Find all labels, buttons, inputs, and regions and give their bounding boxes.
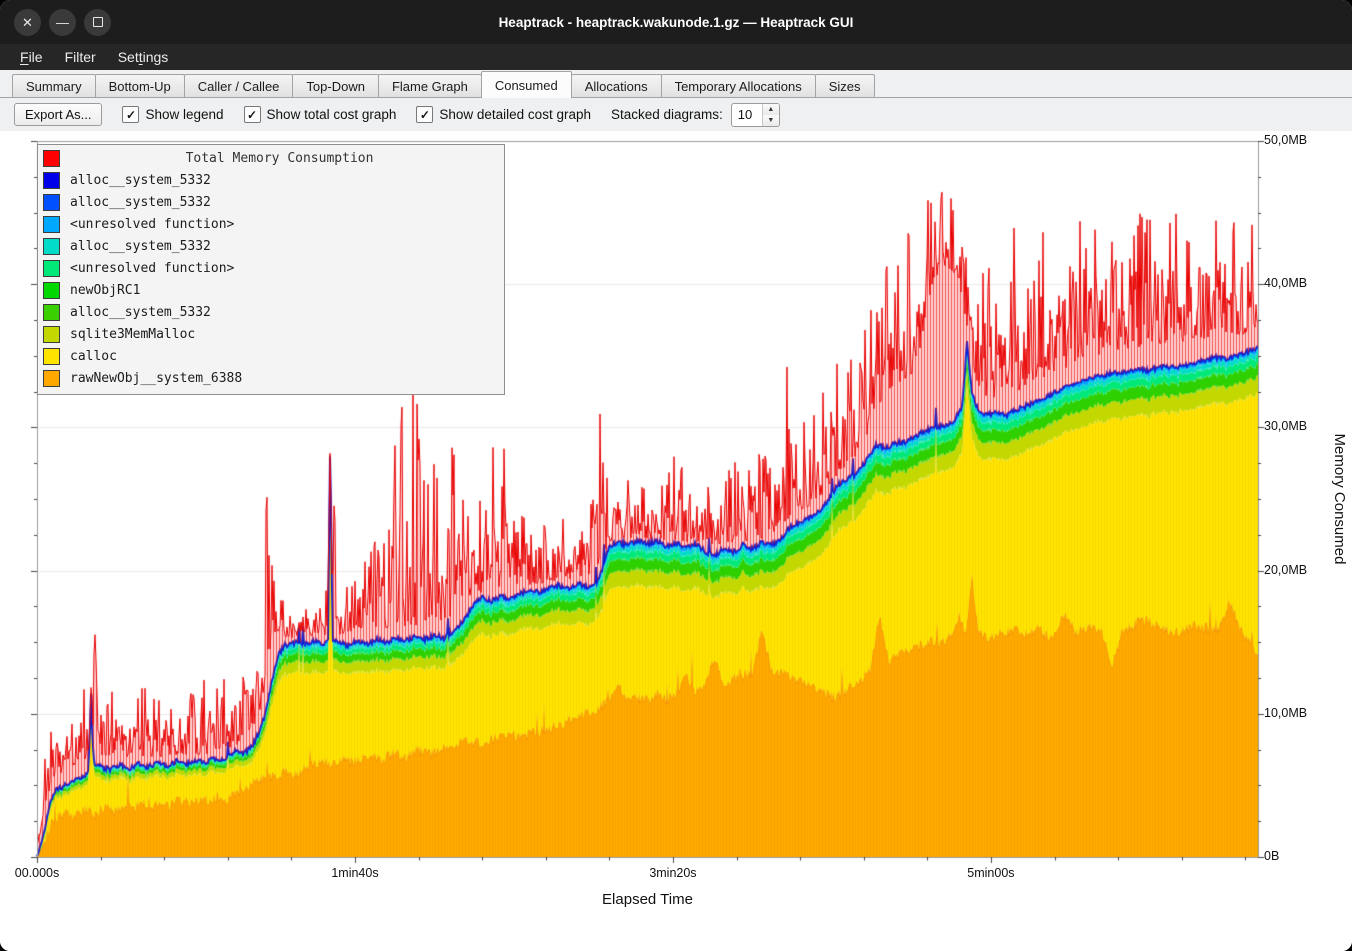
- legend-swatch: [43, 237, 60, 255]
- legend-swatch: [43, 281, 60, 299]
- x-tick-label: 00.000s: [14, 866, 60, 880]
- legend-entry: alloc__system_5332: [38, 169, 504, 191]
- legend-entry: newObjRC1: [38, 279, 504, 301]
- y-tick-label: 50,0MB: [1264, 133, 1308, 147]
- checkbox-group: ✓ Show legend ✓ Show total cost graph ✓ Show …: [122, 106, 591, 123]
- legend-entry: alloc__system_5332: [38, 191, 504, 213]
- y-tick-label: 0B: [1264, 849, 1280, 863]
- legend-entry: alloc__system_5332: [38, 301, 504, 323]
- legend-swatch: [43, 215, 60, 233]
- tab-allocations[interactable]: Allocations: [570, 74, 662, 97]
- x-tick-label: 3min20s: [649, 866, 697, 880]
- tab-top-down[interactable]: Top-Down: [292, 74, 379, 97]
- chevron-down-icon: ▼: [767, 116, 775, 124]
- checkbox-box[interactable]: ✓: [243, 106, 261, 123]
- legend-title: Total Memory Consumption: [185, 150, 374, 166]
- spin-down-button[interactable]: ▼: [762, 114, 779, 126]
- menu-file[interactable]: File: [20, 49, 43, 65]
- checkbox-show-detailed-cost-graph[interactable]: ✓ Show detailed cost graph: [416, 106, 591, 123]
- y-tick-label: 30,0MB: [1264, 419, 1308, 434]
- spinbox-buttons: ▲ ▼: [761, 103, 779, 126]
- legend-entry: sqlite3MemMalloc: [38, 323, 504, 345]
- legend-entry-label: <unresolved function>: [70, 216, 235, 232]
- chart-area: Total Memory Consumption alloc__system_53…: [0, 131, 1352, 951]
- tab-summary[interactable]: Summary: [12, 74, 96, 97]
- legend-swatch: [43, 171, 60, 189]
- x-tick-label: 5min00s: [967, 866, 1015, 880]
- tab-temporary-allocations[interactable]: Temporary Allocations: [660, 74, 816, 97]
- tab-caller-callee[interactable]: Caller / Callee: [183, 74, 294, 97]
- checkbox-box[interactable]: ✓: [416, 106, 434, 123]
- export-as-button[interactable]: Export As...: [14, 103, 103, 126]
- chevron-up-icon: ▲: [767, 105, 775, 113]
- close-icon: ✕: [22, 14, 33, 30]
- tab-bottom-up[interactable]: Bottom-Up: [94, 74, 185, 97]
- legend-title-row: Total Memory Consumption: [38, 147, 504, 169]
- legend-entry: calloc: [38, 345, 504, 367]
- tab-flame-graph[interactable]: Flame Graph: [377, 74, 482, 97]
- stacked-diagrams-label: Stacked diagrams:: [610, 107, 723, 122]
- y-tick-label: 10,0MB: [1264, 705, 1308, 720]
- checkbox-show-legend[interactable]: ✓ Show legend: [122, 106, 224, 123]
- legend-entry: rawNewObj__system_6388: [38, 367, 504, 389]
- maximize-button[interactable]: [84, 8, 111, 36]
- legend-swatch: [43, 325, 60, 343]
- legend-entry-label: calloc: [70, 348, 117, 364]
- chart-legend: Total Memory Consumption alloc__system_53…: [37, 144, 505, 395]
- y-axis-title: Memory Consumed: [1331, 433, 1348, 565]
- x-axis-title: Elapsed Time: [602, 891, 693, 908]
- minimize-icon: —: [56, 14, 69, 30]
- legend-entry-label: sqlite3MemMalloc: [70, 326, 196, 342]
- menu-filter[interactable]: Filter: [64, 49, 96, 65]
- legend-swatch-total: [43, 149, 60, 167]
- legend-swatch: [43, 193, 60, 211]
- legend-entry-label: alloc__system_5332: [70, 172, 211, 188]
- window-controls: ✕ —: [0, 8, 111, 36]
- legend-entry-label: alloc__system_5332: [70, 304, 211, 320]
- y-tick-label: 20,0MB: [1264, 562, 1308, 577]
- close-button[interactable]: ✕: [14, 8, 41, 36]
- legend-swatch: [43, 303, 60, 321]
- maximize-icon: [92, 17, 103, 27]
- tab-sizes[interactable]: Sizes: [814, 74, 875, 97]
- toolbar: Export As... ✓ Show legend ✓ Show total cos…: [0, 98, 1352, 131]
- legend-entry-label: newObjRC1: [70, 282, 141, 298]
- titlebar[interactable]: ✕ — Heaptrack - heaptrack.wakunode.1.gz …: [0, 0, 1352, 44]
- y-tick-label: 40,0MB: [1264, 276, 1308, 291]
- legend-swatch: [43, 369, 60, 387]
- legend-entry-label: alloc__system_5332: [70, 194, 211, 210]
- window-title: Heaptrack - heaptrack.wakunode.1.gz — He…: [498, 14, 854, 30]
- legend-swatch: [43, 347, 60, 365]
- checkbox-label: Show total cost graph: [266, 107, 397, 122]
- checkbox-show-total-cost-graph[interactable]: ✓ Show total cost graph: [243, 106, 397, 123]
- x-tick-label: 1min40s: [331, 866, 379, 880]
- tab-bar: Summary Bottom-Up Caller / Callee Top-Down F…: [0, 70, 1352, 98]
- menubar: File Filter Settings: [0, 44, 1352, 70]
- checkbox-label: Show legend: [145, 107, 224, 122]
- legend-entry-label: rawNewObj__system_6388: [70, 370, 243, 386]
- stacked-diagrams-spinbox[interactable]: 10 ▲ ▼: [730, 102, 780, 127]
- legend-entry: <unresolved function>: [38, 213, 504, 235]
- legend-swatch: [43, 259, 60, 277]
- stacked-diagrams-group: Stacked diagrams: 10 ▲ ▼: [610, 102, 780, 127]
- minimize-button[interactable]: —: [49, 8, 76, 36]
- legend-entry: <unresolved function>: [38, 257, 504, 279]
- checkbox-box[interactable]: ✓: [122, 106, 140, 123]
- spin-up-button[interactable]: ▲: [762, 103, 779, 115]
- legend-entry-label: <unresolved function>: [70, 260, 235, 276]
- legend-entry-label: alloc__system_5332: [70, 238, 211, 254]
- checkbox-label: Show detailed cost graph: [439, 107, 591, 122]
- legend-entry: alloc__system_5332: [38, 235, 504, 257]
- spinbox-value: 10: [737, 107, 753, 122]
- menu-settings[interactable]: Settings: [117, 49, 169, 65]
- tab-consumed[interactable]: Consumed: [480, 71, 572, 98]
